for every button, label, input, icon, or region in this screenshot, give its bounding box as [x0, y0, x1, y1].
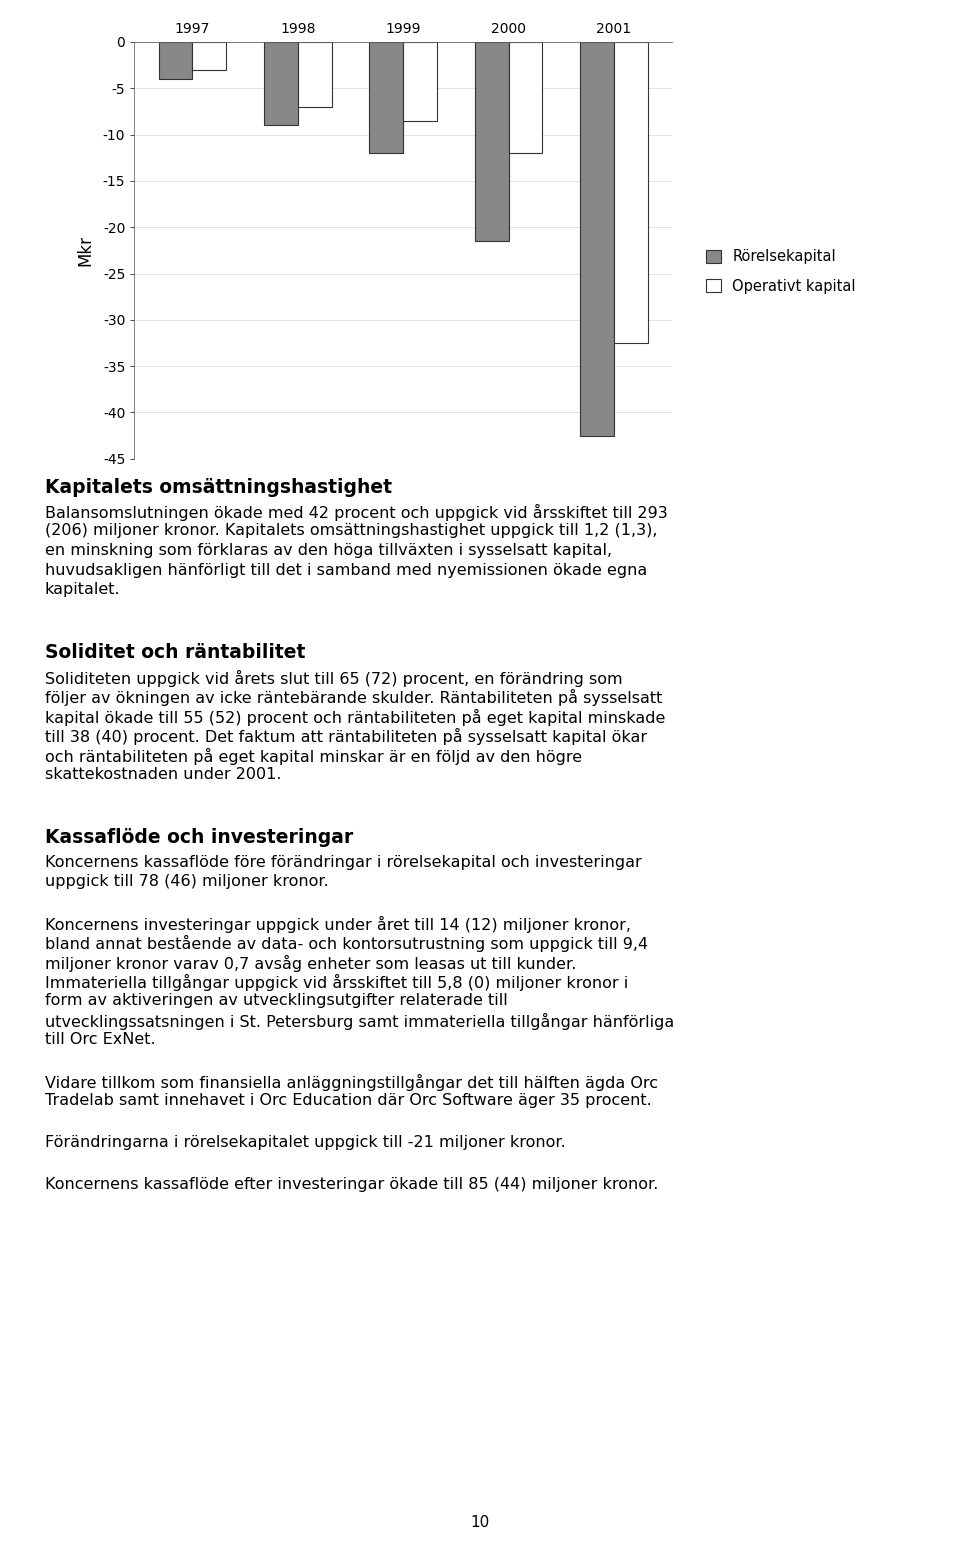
Text: skattekostnaden under 2001.: skattekostnaden under 2001. [45, 767, 281, 782]
Text: och räntabiliteten på eget kapital minskar är en följd av den högre: och räntabiliteten på eget kapital minsk… [45, 748, 582, 765]
Bar [580, 42, 614, 435]
Text: följer av ökningen av icke räntebärande skulder. Räntabiliteten på sysselsatt: följer av ökningen av icke räntebärande … [45, 689, 662, 706]
Bar [614, 42, 648, 344]
Bar [370, 42, 403, 152]
Text: Kapitalets omsättningshastighet: Kapitalets omsättningshastighet [45, 477, 392, 498]
Text: uppgick till 78 (46) miljoner kronor.: uppgick till 78 (46) miljoner kronor. [45, 874, 328, 889]
Text: miljoner kronor varav 0,7 avsåg enheter som leasas ut till kunder.: miljoner kronor varav 0,7 avsåg enheter … [45, 955, 576, 972]
Bar [509, 42, 542, 152]
Text: Koncernens kassaflöde före förändringar i rörelsekapital och investeringar: Koncernens kassaflöde före förändringar … [45, 855, 641, 869]
Text: (206) miljoner kronor. Kapitalets omsättningshastighet uppgick till 1,2 (1,3),: (206) miljoner kronor. Kapitalets omsätt… [45, 524, 658, 538]
Text: Förändringarna i rörelsekapitalet uppgick till -21 miljoner kronor.: Förändringarna i rörelsekapitalet uppgic… [45, 1135, 565, 1151]
Bar [475, 42, 509, 241]
Text: form av aktiveringen av utvecklingsutgifter relaterade till: form av aktiveringen av utvecklingsutgif… [45, 994, 508, 1009]
Text: till Orc ExNet.: till Orc ExNet. [45, 1033, 156, 1048]
Bar [403, 42, 437, 121]
Text: utvecklingssatsningen i St. Petersburg samt immateriella tillgångar hänförliga: utvecklingssatsningen i St. Petersburg s… [45, 1012, 674, 1029]
Bar [298, 42, 331, 107]
Text: Balansomslutningen ökade med 42 procent och uppgick vid årsskiftet till 293: Balansomslutningen ökade med 42 procent … [45, 504, 668, 521]
Y-axis label: Mkr: Mkr [77, 235, 94, 266]
Legend: Rörelsekapital, Operativt kapital: Rörelsekapital, Operativt kapital [707, 249, 856, 294]
Text: till 38 (40) procent. Det faktum att räntabiliteten på sysselsatt kapital ökar: till 38 (40) procent. Det faktum att rän… [45, 728, 647, 745]
Text: Soliditet och räntabilitet: Soliditet och räntabilitet [45, 644, 305, 662]
Text: Soliditeten uppgick vid årets slut till 65 (72) procent, en förändring som: Soliditeten uppgick vid årets slut till … [45, 670, 623, 686]
Bar [158, 42, 192, 79]
Text: Koncernens investeringar uppgick under året till 14 (12) miljoner kronor,: Koncernens investeringar uppgick under å… [45, 916, 631, 933]
Bar [264, 42, 298, 126]
Text: Vidare tillkom som finansiella anläggningstillgångar det till hälften ägda Orc: Vidare tillkom som finansiella anläggnin… [45, 1075, 658, 1092]
Text: kapital ökade till 55 (52) procent och räntabiliteten på eget kapital minskade: kapital ökade till 55 (52) procent och r… [45, 709, 665, 726]
Text: Koncernens kassaflöde efter investeringar ökade till 85 (44) miljoner kronor.: Koncernens kassaflöde efter investeringa… [45, 1177, 659, 1191]
Text: 10: 10 [470, 1515, 490, 1530]
Text: Kassaflöde och investeringar: Kassaflöde och investeringar [45, 829, 353, 847]
Text: kapitalet.: kapitalet. [45, 582, 121, 597]
Text: Immateriella tillgångar uppgick vid årsskiftet till 5,8 (0) miljoner kronor i: Immateriella tillgångar uppgick vid årss… [45, 973, 628, 991]
Text: huvudsakligen hänförligt till det i samband med nyemissionen ökade egna: huvudsakligen hänförligt till det i samb… [45, 563, 647, 577]
Text: en minskning som förklaras av den höga tillväxten i sysselsatt kapital,: en minskning som förklaras av den höga t… [45, 543, 612, 558]
Text: Tradelab samt innehavet i Orc Education där Orc Software äger 35 procent.: Tradelab samt innehavet i Orc Education … [45, 1093, 652, 1109]
Text: bland annat bestående av data- och kontorsutrustning som uppgick till 9,4: bland annat bestående av data- och konto… [45, 935, 648, 952]
Bar [192, 42, 227, 70]
